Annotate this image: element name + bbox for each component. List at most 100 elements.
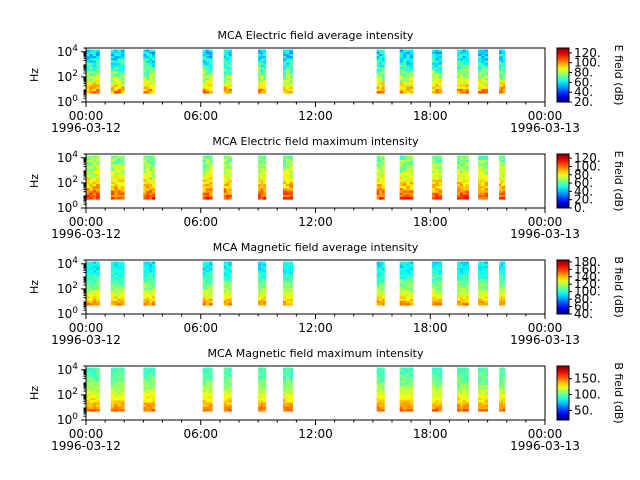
spectrogram-cell	[481, 274, 485, 278]
spectrogram-cell	[114, 188, 118, 191]
spectrogram-cell	[459, 374, 464, 377]
spectrogram-cell	[146, 371, 150, 375]
spectrogram-cell	[89, 56, 94, 59]
spectrogram-cell	[260, 300, 264, 304]
spectrogram-cell	[202, 272, 207, 276]
spectrogram-cell	[381, 51, 385, 55]
colorbar-tick-label: 40.	[574, 184, 593, 198]
spectrogram-cell	[381, 296, 385, 300]
spectrogram-cell	[92, 272, 97, 276]
spectrogram-cell	[409, 69, 414, 72]
spectrogram-cell	[151, 56, 156, 59]
spectrogram-cell	[260, 298, 264, 302]
spectrogram-cell	[438, 371, 443, 375]
spectrogram-cell	[209, 380, 213, 384]
spectrogram-cell	[501, 393, 504, 397]
spectrogram-cell	[403, 400, 407, 403]
spectrogram-cell	[502, 374, 506, 377]
spectrogram-cell	[226, 77, 230, 81]
spectrogram-cell	[502, 60, 506, 64]
spectrogram-cell	[289, 77, 293, 81]
spectrogram-cell	[376, 402, 380, 406]
spectrogram-cell	[435, 60, 439, 64]
spectrogram-cell	[92, 376, 97, 379]
spectrogram-cell	[117, 67, 122, 70]
spectrogram-cell	[86, 387, 90, 390]
spectrogram-cell	[96, 371, 100, 375]
spectrogram-cell	[205, 77, 210, 81]
spectrogram-cell	[228, 80, 232, 83]
spectrogram-cell	[120, 270, 125, 273]
spectrogram-cell	[399, 51, 404, 55]
spectrogram-cell	[202, 58, 207, 61]
spectrogram-cell	[501, 389, 504, 392]
spectrogram-cell	[399, 60, 404, 64]
spectrogram-cell	[86, 374, 90, 377]
spectrogram-cell	[289, 75, 293, 79]
spectrogram-cell	[403, 289, 407, 293]
spectrogram-cell	[282, 186, 287, 189]
spectrogram-cell	[258, 400, 262, 403]
spectrogram-cell	[110, 91, 115, 94]
spectrogram-cell	[263, 285, 267, 289]
spectrogram-cell	[403, 186, 407, 189]
spectrogram-cell	[501, 197, 504, 200]
spectrogram-cell	[226, 190, 230, 194]
spectrogram-cell	[263, 71, 267, 74]
spectrogram-cell	[502, 283, 506, 286]
spectrogram-cell	[289, 374, 293, 377]
chart-panel-3: MCA Magnetic field average intensityHz10…	[28, 241, 625, 347]
spectrogram-cell	[376, 283, 380, 286]
spectrogram-cell	[260, 67, 264, 70]
spectrogram-cell	[399, 263, 404, 267]
spectrogram-cell	[376, 164, 380, 167]
spectrogram-cell	[92, 183, 97, 187]
spectrogram-cell	[435, 261, 439, 265]
spectrogram-cell	[481, 190, 485, 194]
spectrogram-cell	[205, 192, 210, 196]
spectrogram-cell	[117, 400, 122, 403]
spectrogram-cell	[499, 281, 502, 284]
spectrogram-cell	[282, 181, 287, 185]
spectrogram-cell	[432, 285, 436, 289]
spectrogram-cell	[502, 400, 506, 403]
spectrogram-cell	[282, 279, 287, 282]
spectrogram-cell	[399, 389, 404, 392]
spectrogram-cell	[376, 376, 380, 379]
spectrogram-cell	[209, 56, 213, 59]
spectrogram-cell	[438, 188, 443, 191]
spectrogram-cell	[289, 157, 293, 161]
spectrogram-cell	[89, 75, 94, 79]
spectrogram-cell	[151, 91, 156, 94]
spectrogram-cell	[465, 296, 469, 300]
spectrogram-cell	[205, 71, 210, 74]
spectrogram-cell	[260, 296, 264, 300]
spectrogram-cell	[110, 385, 115, 388]
spectrogram-cell	[286, 67, 290, 70]
spectrogram-cell	[376, 374, 380, 377]
spectrogram-cell	[89, 175, 94, 178]
spectrogram-cell	[478, 56, 482, 59]
spectrogram-cell	[399, 382, 404, 386]
spectrogram-cell	[260, 398, 264, 401]
spectrogram-cell	[399, 393, 404, 397]
spectrogram-cell	[226, 294, 230, 297]
spectrogram-cell	[110, 73, 115, 77]
spectrogram-cell	[282, 378, 287, 382]
spectrogram-cell	[86, 400, 90, 403]
spectrogram-cell	[114, 393, 118, 397]
spectrogram-cell	[226, 164, 230, 167]
spectrogram-cell	[202, 265, 207, 269]
spectrogram-cell	[457, 177, 461, 180]
spectrogram-cell	[205, 391, 210, 395]
spectrogram-cell	[502, 175, 506, 178]
spectrogram-cell	[481, 73, 485, 77]
spectrogram-cell	[282, 402, 287, 406]
spectrogram-cell	[381, 382, 385, 386]
spectrogram-cell	[260, 371, 264, 375]
spectrogram-cell	[457, 281, 461, 284]
spectrogram-cell	[149, 179, 153, 183]
spectrogram-cell	[465, 263, 469, 267]
spectrogram-cell	[86, 183, 90, 187]
spectrogram-cell	[223, 391, 227, 395]
